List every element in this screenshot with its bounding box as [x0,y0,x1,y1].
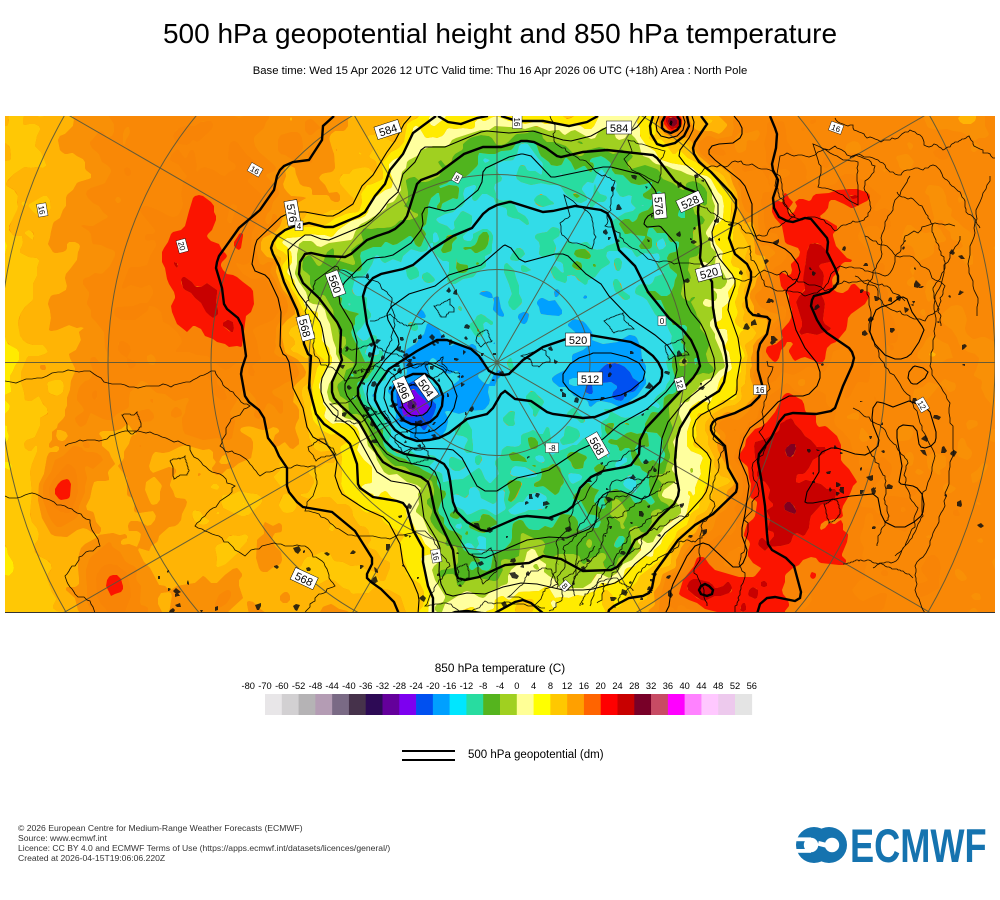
svg-text:-16: -16 [443,681,456,691]
svg-text:40: 40 [680,681,690,691]
svg-text:584: 584 [610,123,628,135]
svg-text:20: 20 [176,241,187,252]
svg-text:0: 0 [660,317,665,326]
svg-text:20: 20 [596,681,606,691]
svg-text:48: 48 [713,681,723,691]
svg-text:584: 584 [378,122,399,139]
svg-text:-52: -52 [292,681,305,691]
svg-text:4: 4 [297,222,302,231]
svg-text:12: 12 [562,681,572,691]
svg-text:-12: -12 [460,681,473,691]
svg-text:32: 32 [646,681,656,691]
svg-text:-20: -20 [426,681,439,691]
svg-text:ECMWF: ECMWF [850,825,987,869]
svg-text:-8: -8 [479,681,487,691]
svg-text:512: 512 [581,374,599,386]
svg-text:-28: -28 [393,681,406,691]
svg-text:16: 16 [830,123,842,135]
svg-text:-80: -80 [241,681,254,691]
svg-text:568: 568 [296,318,312,339]
svg-text:-60: -60 [275,681,288,691]
svg-text:-48: -48 [309,681,322,691]
svg-text:8: 8 [560,582,570,592]
svg-text:16: 16 [430,551,441,562]
svg-text:-44: -44 [325,681,338,691]
svg-text:560: 560 [325,274,343,295]
svg-text:-24: -24 [409,681,422,691]
svg-text:16: 16 [579,681,589,691]
svg-text:0: 0 [514,681,519,691]
svg-text:12: 12 [674,379,685,390]
svg-text:-40: -40 [342,681,355,691]
svg-text:576: 576 [651,196,665,215]
svg-text:16: 16 [512,118,521,127]
svg-text:16: 16 [756,386,765,395]
svg-text:8: 8 [453,173,462,183]
svg-text:24: 24 [612,681,622,691]
svg-text:-36: -36 [359,681,372,691]
svg-text:4: 4 [531,681,536,691]
svg-text:44: 44 [696,681,706,691]
svg-text:576: 576 [284,203,299,223]
svg-text:520: 520 [569,335,587,347]
svg-text:-70: -70 [258,681,271,691]
svg-text:56: 56 [747,681,757,691]
svg-text:8: 8 [548,681,553,691]
svg-text:16: 16 [36,205,47,216]
svg-text:36: 36 [663,681,673,691]
svg-text:-8: -8 [548,444,556,453]
svg-text:28: 28 [629,681,639,691]
svg-text:52: 52 [730,681,740,691]
svg-text:-4: -4 [496,681,504,691]
svg-text:-32: -32 [376,681,389,691]
svg-text:520: 520 [699,266,720,282]
